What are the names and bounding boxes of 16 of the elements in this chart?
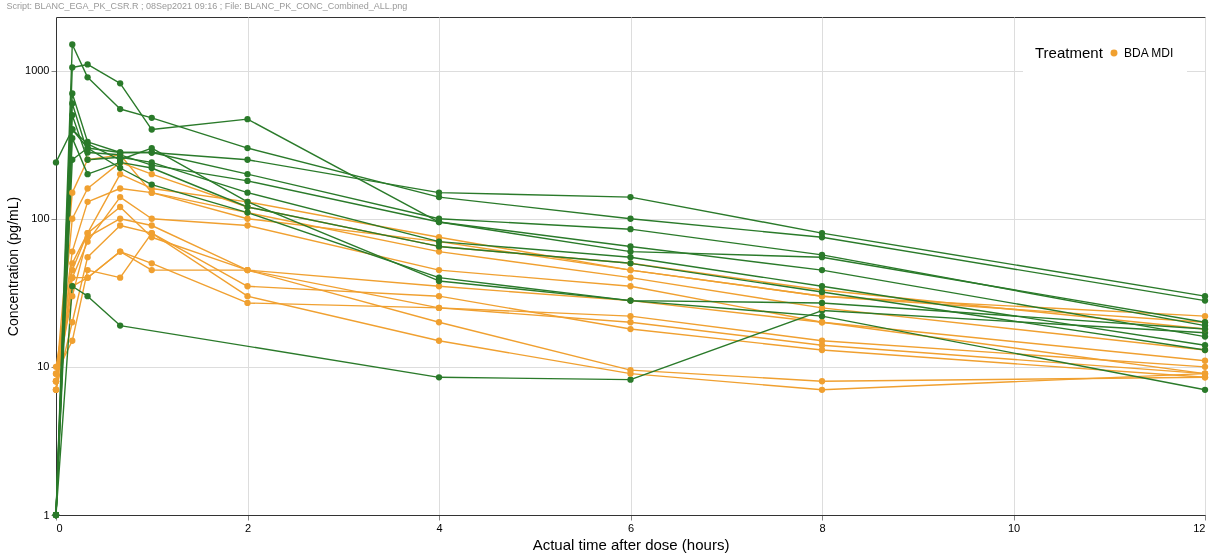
x-tick-label: 6 — [627, 521, 635, 534]
y-axis-title: Concentration (pg/mL) — [5, 196, 22, 337]
y-tick-label: 1000 — [25, 64, 50, 77]
x-tick-label: 4 — [436, 521, 443, 534]
y-tick-label: 100 — [31, 212, 50, 225]
x-tick-label: 2 — [244, 521, 252, 534]
y-tick-label: 10 — [37, 360, 50, 373]
legend-title: Treatment — [1035, 44, 1104, 61]
text: Script: BLANC_EGA_PK_CSR.R ; 08Sep2021 09:16 ; File: BLANC_PK_CONC_Combined_ALL.png — [6, 1, 408, 11]
x-tick-label: 0 — [56, 521, 63, 534]
y-tick-label: 1 — [43, 508, 50, 521]
x-axis-title: Actual time after dose (hours) — [532, 535, 730, 553]
x-tick-label: 10 — [1007, 521, 1021, 534]
x-tick-label: 12 — [1193, 521, 1206, 534]
legend-label: BDA MDI — [1124, 46, 1174, 60]
x-tick-label: 8 — [819, 521, 826, 534]
